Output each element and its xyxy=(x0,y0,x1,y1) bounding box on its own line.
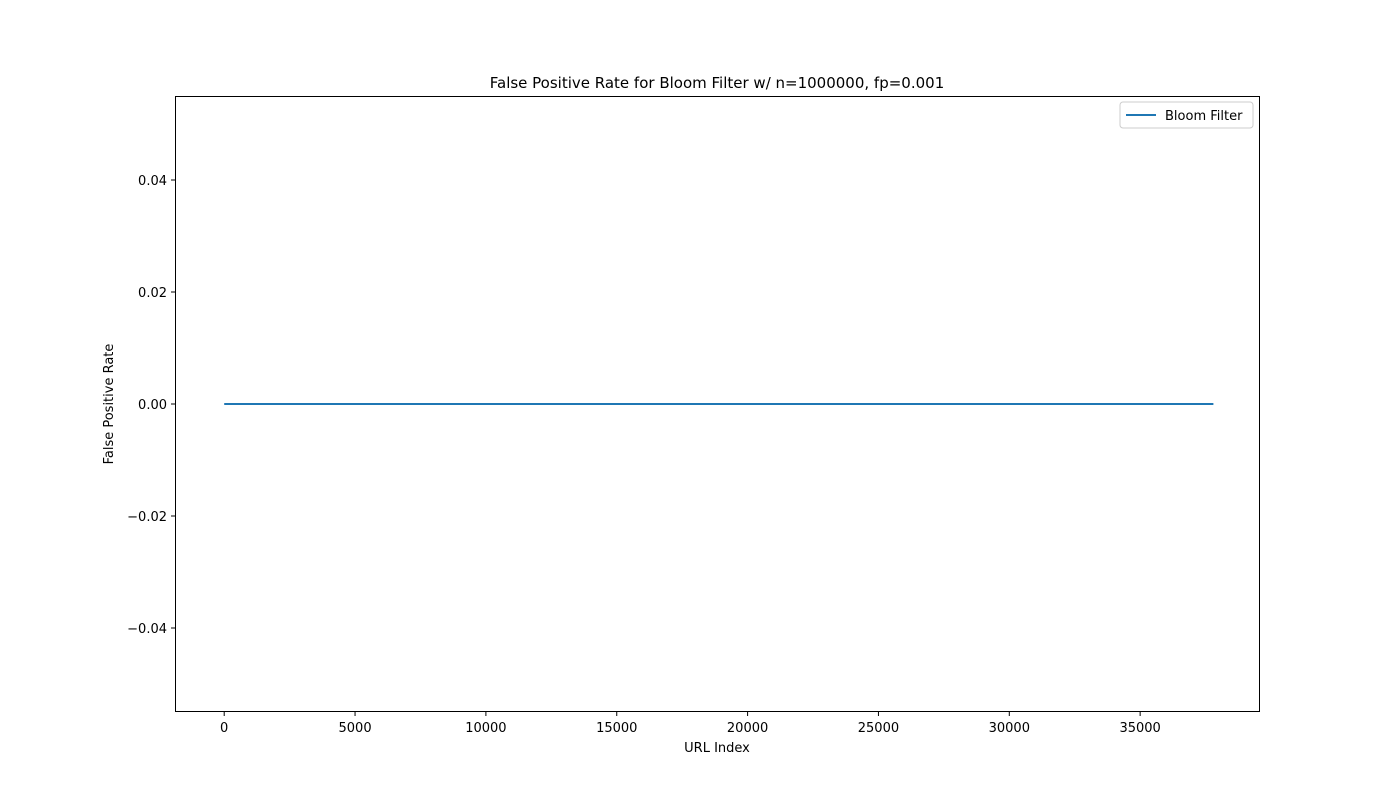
chart-title: False Positive Rate for Bloom Filter w/ … xyxy=(490,74,945,92)
y-tick-label: 0.02 xyxy=(138,286,167,301)
y-tick-label: 0.04 xyxy=(138,174,167,189)
x-axis-ticks: 0 5000 10000 15000 20000 25000 30000 35000 xyxy=(220,712,1161,736)
x-tick-label: 35000 xyxy=(1119,721,1160,736)
plot-frame xyxy=(175,96,1260,712)
x-tick-label: 10000 xyxy=(465,721,506,736)
x-tick-label: 20000 xyxy=(727,721,768,736)
x-tick-label: 30000 xyxy=(989,721,1030,736)
x-tick-label: 5000 xyxy=(339,721,372,736)
y-axis-label: False Positive Rate xyxy=(102,344,117,465)
legend: Bloom Filter xyxy=(1119,101,1254,129)
y-tick-label: −0.02 xyxy=(127,510,167,525)
legend-entry-label: Bloom Filter xyxy=(1165,109,1243,124)
plot-area xyxy=(175,96,1260,712)
x-tick-label: 25000 xyxy=(858,721,899,736)
y-tick-label: −0.04 xyxy=(127,622,167,637)
x-tick-label: 0 xyxy=(220,721,228,736)
legend-frame xyxy=(1119,101,1254,129)
y-axis-ticks: −0.04 −0.02 0.00 0.02 0.04 xyxy=(127,174,175,637)
x-tick-label: 15000 xyxy=(596,721,637,736)
x-axis-label: URL Index xyxy=(684,741,750,756)
y-tick-label: 0.00 xyxy=(138,398,167,413)
